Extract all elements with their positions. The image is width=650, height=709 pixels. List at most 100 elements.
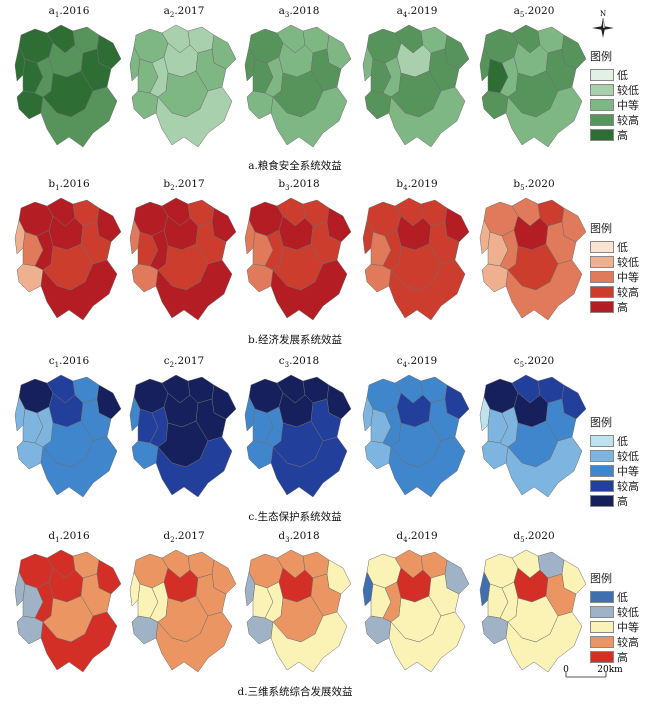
map-label-index: 3	[284, 11, 290, 20]
legend-title: 图例	[590, 50, 612, 63]
choropleth-map: a4.2019	[358, 5, 476, 155]
map-region	[388, 436, 466, 498]
legend-swatch	[590, 650, 614, 663]
map-region	[40, 436, 118, 498]
map-svg	[14, 24, 122, 148]
legend-label: 低	[617, 240, 628, 254]
legend-title: 图例	[590, 572, 612, 585]
row-caption: d.三维系统综合发展效益	[237, 686, 353, 698]
legend-item: 中等	[590, 463, 650, 478]
map-region	[14, 46, 26, 82]
legend-item: 较高	[590, 478, 650, 493]
legend-label: 高	[617, 128, 628, 142]
map-label: d2.2017	[125, 530, 243, 546]
map-label-prefix: a	[163, 5, 170, 17]
legend-swatch	[590, 635, 614, 648]
map-label: b4.2019	[358, 178, 476, 194]
map-label: a4.2019	[358, 5, 476, 21]
choropleth-map: c1.2016	[10, 355, 128, 505]
map-svg	[244, 24, 352, 148]
legend-item: 高	[590, 493, 650, 508]
choropleth-map: b2.2017	[125, 178, 243, 328]
map-label-year: .2019	[407, 355, 438, 367]
map-region	[155, 436, 233, 498]
legend-label: 高	[617, 494, 628, 508]
map-region	[505, 436, 583, 498]
map-svg	[14, 374, 122, 498]
map-label-index: 2	[170, 536, 175, 545]
map-region	[388, 611, 466, 673]
map-label-prefix: b	[513, 178, 521, 190]
map-svg	[479, 197, 587, 321]
choropleth-map: a3.2018	[240, 5, 358, 155]
map-region	[14, 396, 26, 432]
map-svg	[479, 24, 587, 148]
map-region	[246, 90, 274, 120]
map-region	[16, 440, 44, 470]
map-label: a5.2020	[475, 5, 593, 21]
legend-swatch	[590, 590, 614, 603]
map-region	[479, 46, 491, 82]
row-caption: b.经济发展系统效益	[247, 334, 343, 346]
map-region	[479, 219, 491, 255]
legend-label: 高	[617, 300, 628, 314]
map-region	[364, 440, 392, 470]
legend-label: 中等	[617, 620, 639, 634]
map-label-prefix: d	[278, 530, 286, 542]
map-label: b1.2016	[10, 178, 128, 194]
map-label: a3.2018	[240, 5, 358, 21]
map-region	[246, 440, 274, 470]
map-label: c3.2018	[240, 355, 358, 371]
map-region	[364, 263, 392, 293]
map-region	[362, 396, 374, 432]
map-label-prefix: c	[396, 355, 403, 367]
map-region	[155, 611, 233, 673]
map-region	[244, 396, 256, 432]
map-region	[270, 86, 348, 148]
legend-swatch	[590, 494, 614, 507]
map-svg	[479, 374, 587, 498]
legend-item: 高	[590, 127, 650, 142]
map-label-index: 3	[285, 536, 290, 545]
map-region	[131, 440, 159, 470]
scale-distance: 20km	[597, 665, 623, 675]
map-label-year: .2018	[289, 530, 320, 542]
map-region	[270, 259, 348, 321]
legend-swatch	[590, 479, 614, 492]
map-label-index: 2	[169, 11, 175, 20]
legend-swatch	[590, 449, 614, 462]
legend-label: 较高	[617, 113, 639, 127]
map-region	[364, 90, 392, 120]
map-label-index: 1	[54, 361, 60, 370]
map-region	[16, 90, 44, 120]
legend-label: 较低	[617, 449, 639, 463]
map-svg	[14, 549, 122, 673]
map-row: a1.2016 a2.2017 a3.2018 a4.2019 a5.2020 a.粮食安…	[0, 0, 650, 172]
map-region	[481, 615, 509, 645]
map-label-year: .2019	[407, 5, 438, 17]
map-label-prefix: a	[396, 5, 403, 17]
legend-item: 较低	[590, 448, 650, 463]
map-region	[481, 440, 509, 470]
choropleth-map: b1.2016	[10, 178, 128, 328]
legend-label: 中等	[617, 270, 639, 284]
map-label-year: .2016	[59, 5, 90, 17]
map-svg	[244, 374, 352, 498]
map-region	[388, 259, 466, 321]
choropleth-map: c3.2018	[240, 355, 358, 505]
map-label-index: 5	[520, 536, 525, 545]
legend-swatch	[590, 605, 614, 618]
map-label-year: .2016	[59, 530, 90, 542]
map-region	[364, 615, 392, 645]
legend-item: 较高	[590, 284, 650, 299]
legend-swatch	[590, 434, 614, 447]
map-label-index: 4	[402, 11, 408, 20]
map-svg	[14, 197, 122, 321]
scale-bar: 0 20km	[560, 663, 640, 689]
map-label-year: .2017	[174, 5, 205, 17]
legend: 图例低较低 中等 较高高	[590, 570, 650, 664]
legend-item: 中等	[590, 269, 650, 284]
legend-label: 较低	[617, 83, 639, 97]
legend-title: 图例	[590, 222, 612, 235]
map-label-year: .2020	[524, 355, 555, 367]
